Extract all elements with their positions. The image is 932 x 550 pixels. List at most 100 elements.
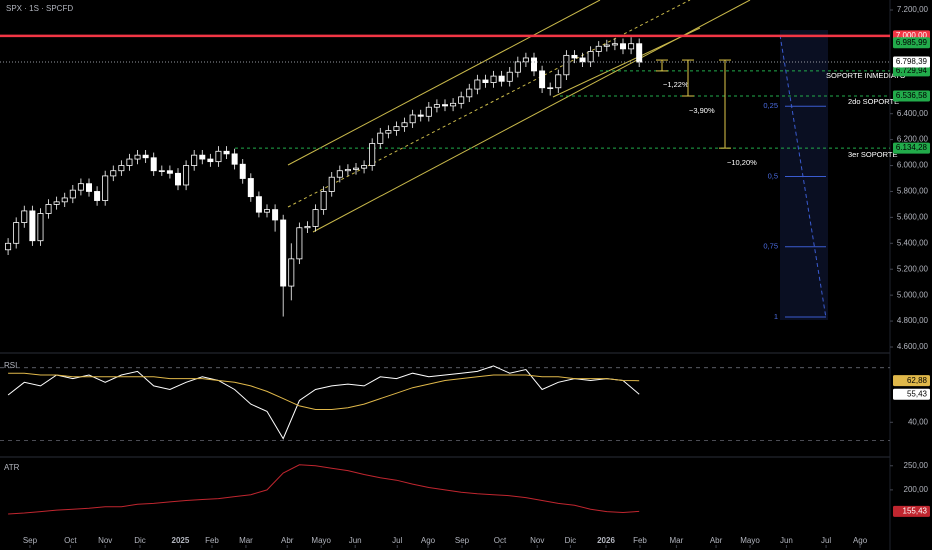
atr-line [8,464,640,515]
price-badge-label: 7.000,00 [896,31,928,40]
candle-body [636,43,643,63]
candle-body [102,175,109,201]
price-badge [893,65,930,77]
x-tick-label: Feb [205,536,219,545]
candle-body [417,114,424,117]
candle-body [522,57,529,63]
channel-upper [287,0,601,166]
candle-body [409,114,416,124]
candle-body [183,165,190,186]
x-tick-label: Oct [64,536,77,545]
y-tick-label: 200,00 [904,485,929,494]
price-badge [893,90,930,102]
price-badge-label: 6.985,99 [896,38,928,47]
candle-body [571,54,578,59]
candle-body [611,43,618,46]
candle-body [344,169,351,172]
value-badge-label: 62,88 [907,376,928,385]
candle-body [5,242,12,251]
fib-label: 0,25 [763,101,778,110]
candle-body [296,227,303,260]
candle-body [312,209,319,227]
x-tick-label: Jul [392,536,402,545]
rsi-line [8,372,640,410]
drawdown-label: −1,22% [663,80,689,89]
candle-body [61,197,68,203]
candle-body [352,167,359,170]
candle-body [110,170,117,177]
candle-body [247,178,254,198]
candle-body [336,170,343,178]
candle-body [587,51,594,63]
price-badge [893,142,930,154]
candle-body [288,258,295,287]
candle-body [239,163,246,179]
candle-body [555,74,562,89]
x-tick-label: 2026 [597,536,615,545]
y-tick-label: 5.000,00 [897,290,929,299]
support-name: 3er SOPORTE [848,150,897,159]
candle-body [369,143,376,166]
candle-body [53,201,60,205]
value-badge-label: 155,43 [903,506,928,515]
candle-body [401,122,408,128]
x-tick-label: Nov [98,536,112,545]
candle-body [628,43,635,50]
value-badge [893,505,930,517]
candle-body [466,88,473,98]
candle-body [603,44,610,47]
x-tick-label: Mar [239,536,253,545]
y-tick-label: 7.200,00 [897,5,929,14]
candle-body [77,183,84,191]
candle-body [37,213,44,242]
candle-body [191,154,198,166]
y-tick-label: 40,00 [908,417,929,426]
candle-body [255,196,262,213]
x-tick-label: Nov [530,536,544,545]
y-tick-label: 5.400,00 [897,238,929,247]
candle-body [158,170,165,172]
value-badge [893,388,930,400]
candle-body [263,209,270,213]
candle-body [441,104,448,107]
support-name: 2do SOPORTE [848,97,899,106]
x-tick-label: Jun [349,536,362,545]
x-tick-label: Feb [633,536,647,545]
y-tick-label: 5.800,00 [897,187,929,196]
price-badge-label: 6.729,94 [896,66,928,75]
candle-body [506,71,513,82]
candle-body [29,210,36,242]
candle-body [482,79,489,83]
candle-body [215,150,222,163]
candle-body [514,61,521,73]
fib-label: 0,5 [768,171,778,180]
candle-body [433,104,440,108]
x-tick-label: Oct [494,536,507,545]
x-tick-label: Ago [421,536,436,545]
x-tick-label: Sep [23,536,38,545]
price-badge-label: 6.536,58 [896,91,928,100]
candle-body [450,102,457,107]
price-badge [893,56,930,68]
fib-label: 1 [774,312,778,321]
value-badge [893,375,930,387]
candle-body [563,54,570,76]
candle-body [223,150,230,155]
candle-body [377,132,384,144]
candle-body [272,209,279,221]
x-tick-label: Jun [780,536,793,545]
candle-body [174,172,181,186]
candle-body [207,158,214,163]
y-tick-label: 4.600,00 [897,342,929,351]
candle-body [490,75,497,83]
y-tick-label: 5.200,00 [897,264,929,273]
x-tick-label: Mayo [740,536,760,545]
candle-body [69,189,76,199]
drawdown-label: −10,20% [727,158,757,167]
candle-body [304,226,311,229]
candle-body [118,165,125,172]
candle-body [361,165,368,169]
candle-body [142,154,149,159]
